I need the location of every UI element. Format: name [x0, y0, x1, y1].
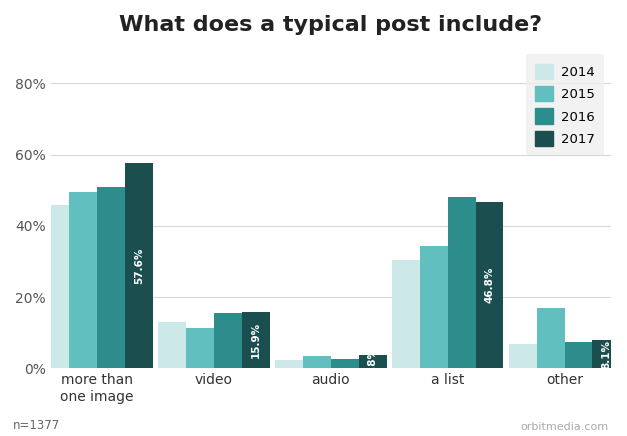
Text: 46.8%: 46.8% — [485, 267, 495, 303]
Bar — [537, 308, 564, 368]
Bar — [41, 204, 69, 368]
Text: 8.1%: 8.1% — [601, 340, 611, 368]
Bar — [275, 360, 303, 368]
Text: 57.6%: 57.6% — [134, 248, 144, 284]
Bar — [448, 198, 475, 368]
Text: 3.8%: 3.8% — [367, 347, 377, 376]
Bar — [593, 340, 620, 368]
Bar — [158, 322, 186, 368]
Bar — [69, 192, 97, 368]
Legend: 2014, 2015, 2016, 2017: 2014, 2015, 2016, 2017 — [525, 54, 604, 156]
Text: n=1377: n=1377 — [13, 419, 60, 432]
Bar — [508, 344, 537, 368]
Title: What does a typical post include?: What does a typical post include? — [119, 15, 542, 35]
Bar — [392, 260, 420, 368]
Bar — [564, 342, 593, 368]
Bar — [214, 313, 242, 368]
Bar — [242, 312, 270, 368]
Bar — [303, 356, 331, 368]
Bar — [359, 355, 387, 368]
Bar — [125, 163, 153, 368]
Bar — [331, 358, 359, 368]
Bar — [186, 327, 214, 368]
Text: orbitmedia.com: orbitmedia.com — [520, 422, 608, 432]
Text: 15.9%: 15.9% — [251, 322, 261, 358]
Bar — [97, 187, 125, 368]
Bar — [420, 245, 448, 368]
Bar — [475, 202, 503, 368]
